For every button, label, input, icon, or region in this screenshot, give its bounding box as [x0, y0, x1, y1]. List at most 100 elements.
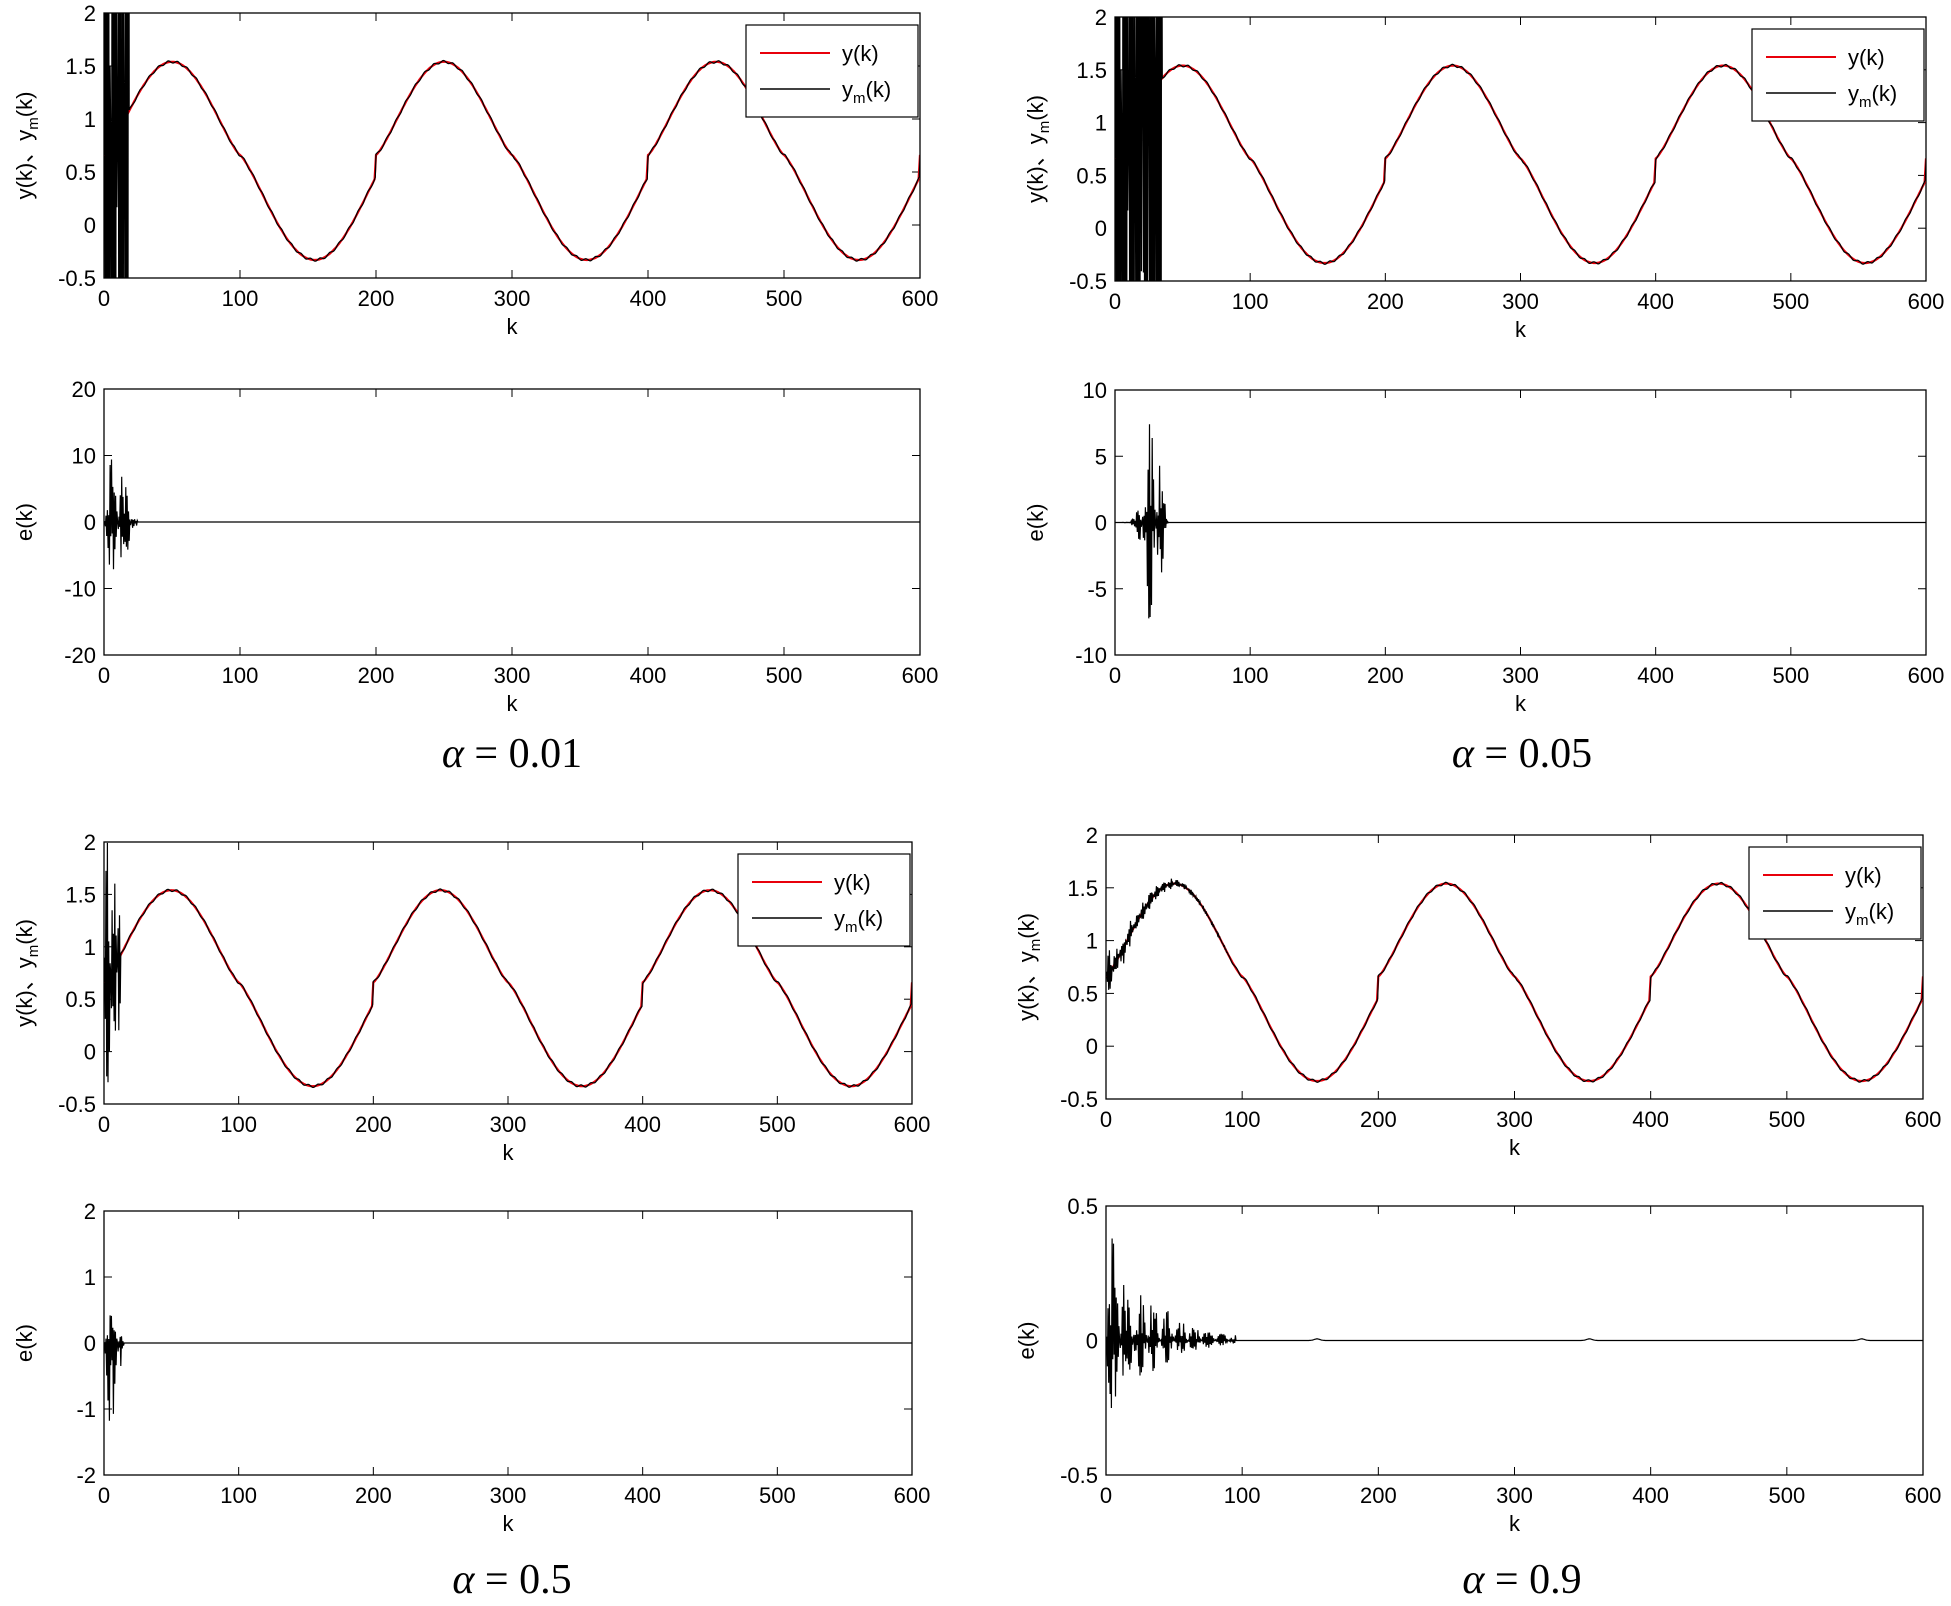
x-tick-label: 400	[630, 286, 667, 311]
x-tick-label: 500	[759, 1112, 796, 1137]
y-tick-label: 0.5	[65, 987, 96, 1012]
x-tick-label: 300	[494, 286, 531, 311]
x-axis-label: k	[503, 1140, 515, 1165]
x-tick-label: 0	[1100, 1107, 1112, 1132]
x-tick-label: 0	[1109, 289, 1121, 314]
y-axis-label: y(k)、ym(k)	[1023, 95, 1053, 203]
series-ym-line	[1106, 878, 1923, 1083]
x-axis-label: k	[507, 691, 519, 716]
x-axis-label: k	[507, 314, 519, 339]
x-tick-label: 300	[1496, 1107, 1533, 1132]
y-tick-label: 2	[84, 1, 96, 26]
x-tick-label: 400	[1637, 663, 1674, 688]
x-axis-label: k	[1515, 691, 1527, 716]
x-tick-label: 200	[355, 1112, 392, 1137]
y-axis-label: e(k)	[1014, 1322, 1039, 1360]
legend-label-ym: ym(k)	[842, 77, 891, 107]
y-tick-label: 1	[1086, 929, 1098, 954]
panel-a005_bottom: 0 100 200 300 400 500 600 -10 -5 0 5 10 k e(k)	[1023, 378, 1944, 716]
y-tick-label: -0.5	[1060, 1463, 1098, 1488]
x-tick-label: 600	[1908, 663, 1945, 688]
y-tick-label: 0.5	[1067, 1194, 1098, 1219]
x-tick-label: 300	[1496, 1483, 1533, 1508]
y-tick-label: 0.5	[65, 160, 96, 185]
series-e-line	[104, 459, 920, 570]
y-tick-label: 0	[84, 510, 96, 535]
caption-alpha-0.9: α = 0.9	[1462, 1557, 1582, 1603]
y-tick-label: 1	[84, 1265, 96, 1290]
panel-a001_top: 0 100 200 300 400 500 600-0.500.511.52ky(k)、ym…	[12, 1, 939, 339]
x-tick-label: 600	[902, 286, 939, 311]
x-tick-label: 0	[1100, 1483, 1112, 1508]
series-e-line	[1106, 1238, 1923, 1409]
x-tick-label: 500	[1772, 289, 1809, 314]
legend: y(k) ym(k)	[745, 24, 919, 118]
y-axis-label: y(k)、ym(k)	[12, 919, 42, 1027]
y-tick-label: 1	[84, 935, 96, 960]
y-tick-label: 20	[72, 377, 96, 402]
y-tick-label: 2	[1086, 823, 1098, 848]
y-tick-label: 5	[1095, 444, 1107, 469]
y-tick-label: 0	[84, 1331, 96, 1356]
x-tick-label: 500	[1768, 1483, 1805, 1508]
y-tick-label: 1.5	[65, 882, 96, 907]
x-tick-label: 200	[1360, 1483, 1397, 1508]
y-tick-label: 1	[84, 107, 96, 132]
y-tick-label: 1	[1095, 111, 1107, 136]
x-tick-label: 400	[624, 1112, 661, 1137]
legend: y(k) ym(k)	[1751, 28, 1925, 122]
legend: y(k) ym(k)	[1748, 846, 1922, 940]
x-tick-label: 200	[355, 1483, 392, 1508]
series-ym-line	[104, 842, 912, 1088]
x-tick-label: 100	[222, 663, 259, 688]
x-tick-label: 100	[220, 1483, 257, 1508]
y-tick-label: 1.5	[65, 54, 96, 79]
x-tick-label: 300	[1502, 289, 1539, 314]
x-tick-label: 500	[759, 1483, 796, 1508]
y-tick-label: 0	[1086, 1329, 1098, 1354]
x-tick-label: 0	[98, 663, 110, 688]
x-axis-label: k	[1509, 1135, 1521, 1160]
x-tick-label: 200	[1367, 663, 1404, 688]
panel-a005_top: 0 100 200 300 400 500 600-0.500.511.52ky(k)、ym…	[1023, 5, 1944, 342]
x-tick-label: 500	[1768, 1107, 1805, 1132]
x-tick-label: 500	[1772, 663, 1809, 688]
panel-a09_bottom: 0 100 200 300 400 500 600-0.500.5ke(k)	[1014, 1194, 1941, 1536]
x-tick-label: 200	[358, 286, 395, 311]
y-tick-label: 0.5	[1076, 163, 1107, 188]
panel-a001_bottom: 0 100 200 300 400 500 600 -20 -10 0 10 20 k e(k)	[12, 377, 938, 716]
y-axis-label: y(k)、ym(k)	[1014, 913, 1044, 1021]
y-tick-label: 0	[84, 213, 96, 238]
x-axis-label: k	[1509, 1511, 1521, 1536]
x-tick-label: 300	[490, 1483, 527, 1508]
x-tick-label: 600	[1905, 1483, 1942, 1508]
x-tick-label: 200	[1360, 1107, 1397, 1132]
x-axis-label: k	[503, 1511, 515, 1536]
y-tick-label: -2	[76, 1463, 96, 1488]
y-tick-label: 1.5	[1067, 876, 1098, 901]
y-tick-label: 2	[84, 1199, 96, 1224]
x-tick-label: 600	[894, 1112, 931, 1137]
y-axis-label: e(k)	[1023, 504, 1048, 542]
y-axis-label: y(k)、ym(k)	[12, 92, 42, 200]
y-tick-label: 0	[84, 1040, 96, 1065]
x-tick-label: 100	[1232, 289, 1269, 314]
x-tick-label: 400	[1637, 289, 1674, 314]
y-tick-label: 2	[1095, 5, 1107, 30]
y-tick-label: 0	[1095, 511, 1107, 536]
y-tick-label: 1.5	[1076, 58, 1107, 83]
x-tick-label: 400	[1632, 1483, 1669, 1508]
panel-a05_bottom: 0 100 200 300 400 500 600 -2 -1 0 1 2 k e(k)	[12, 1199, 930, 1536]
series-e-line	[1115, 424, 1926, 619]
x-tick-label: 300	[1502, 663, 1539, 688]
x-tick-label: 100	[220, 1112, 257, 1137]
x-tick-label: 0	[98, 1483, 110, 1508]
x-tick-label: 0	[1109, 663, 1121, 688]
x-tick-label: 300	[490, 1112, 527, 1137]
x-tick-label: 200	[358, 663, 395, 688]
legend-label-ym: ym(k)	[834, 906, 883, 936]
x-tick-label: 400	[1632, 1107, 1669, 1132]
y-tick-label: -0.5	[1060, 1087, 1098, 1112]
caption-alpha-0.5: α = 0.5	[452, 1557, 572, 1603]
